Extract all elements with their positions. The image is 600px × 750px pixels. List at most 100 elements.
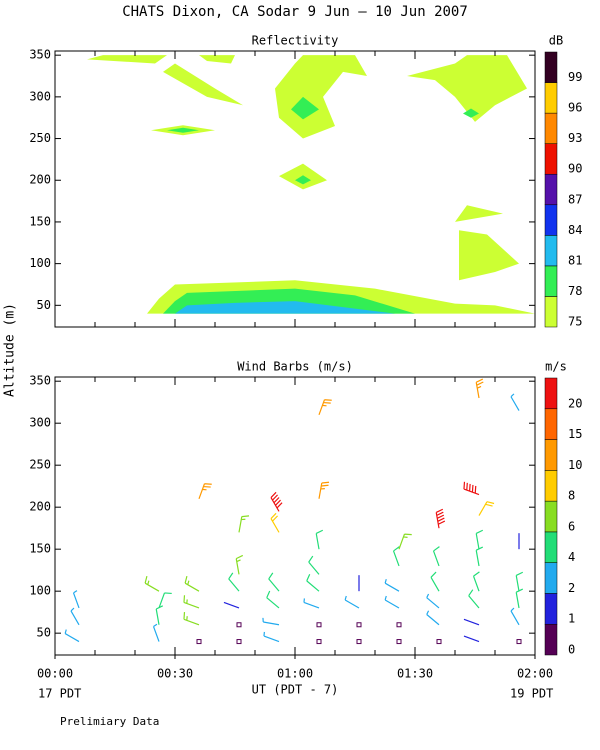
calm-marker [396,622,402,628]
colorbar-box [544,562,558,594]
colorbar-box [544,51,558,83]
wind-barb [158,592,172,609]
plot-area [87,55,535,314]
y-tick-label: 100 [29,584,51,598]
colorbar-label: 6 [568,519,575,533]
wind-barb [426,610,440,626]
colorbar-label: 4 [568,550,575,564]
contour-region [459,230,519,281]
wind-barb [144,575,160,592]
page-title: CHATS Dixon, CA Sodar 9 Jun – 10 Jun 200… [122,4,468,20]
wind-barb [308,555,320,575]
wind-barb [344,595,360,609]
colorbar-box [544,470,558,502]
wind-barb [475,529,484,550]
wind-barb [263,631,280,643]
x-left-note: 17 PDT [38,687,81,701]
plot-area [64,378,524,645]
wind-barb [463,481,480,496]
wind-barb [270,491,283,512]
wind-barb [228,572,240,592]
contour-region [167,127,199,133]
colorbar-label: 15 [568,427,582,441]
contour-region [463,108,479,118]
wind-barb [155,605,164,625]
colorbar-unit: m/s [545,360,567,374]
colorbar-box [544,82,558,114]
wind-barb [384,595,400,609]
colorbar-label: 75 [568,315,582,329]
wind-barb [468,589,480,609]
y-tick-label: 250 [29,131,51,145]
chart-title: Reflectivity [252,34,339,48]
wind-barb [515,588,524,609]
contour-region [407,55,527,122]
colorbar-box [544,593,558,625]
calm-marker [196,639,202,645]
colorbar-label: 1 [568,612,575,626]
wind-barb [435,508,446,529]
colorbar-label: 20 [568,396,582,410]
colorbar-box [544,439,558,471]
wind-barb [426,593,440,609]
colorbar-label: 81 [568,253,582,267]
wind-barb [472,571,480,592]
colorbar-label: 84 [568,223,582,237]
contour-region [87,55,167,64]
wind-barb [430,571,440,592]
y-axis-label: Altitude (m) [3,303,18,397]
y-tick-label: 50 [37,626,51,640]
y-tick-label: 300 [29,89,51,103]
wind-barb [70,607,80,626]
x-tick-label: 01:00 [277,667,313,681]
colorbar-label: 78 [568,284,582,298]
contour-region [199,55,235,64]
wind-barb [463,618,480,626]
calm-marker [356,639,362,645]
wind-barb [510,607,520,626]
calm-marker [316,622,322,628]
calm-marker [236,622,242,628]
x-tick-label: 01:30 [397,667,433,681]
colorbar-label: 87 [568,192,582,206]
calm-marker [356,622,362,628]
contour-region [291,96,319,120]
wind-barb [184,575,200,592]
x-tick-label: 02:00 [517,667,553,681]
colorbar-label: 2 [568,581,575,595]
colorbar-box [544,623,558,656]
wind-barb [198,483,212,499]
y-tick-label: 300 [29,416,51,430]
plot-frame [54,376,536,656]
footnote: Prelimiary Data [60,715,159,728]
colorbar-box [544,204,558,236]
wind-barb [318,399,332,416]
y-tick-label: 150 [29,214,51,228]
wind-barb [152,623,160,642]
wind-barb [432,546,440,567]
y-tick-label: 200 [29,173,51,187]
colorbar-label: 93 [568,131,582,145]
colorbar-unit: dB [549,34,563,48]
y-tick-label: 350 [29,48,51,62]
wind-barb [72,590,80,609]
calm-marker [396,639,402,645]
colorbar-box [544,296,558,328]
wind-barb [262,617,280,626]
wind-barb [183,595,200,609]
wind-barb [475,378,484,399]
wind-barb [384,579,400,592]
colorbar-label: 90 [568,162,582,176]
wind-barb [398,533,412,550]
calm-marker [316,639,322,645]
wind-barb [183,611,200,626]
wind-barb [223,601,240,609]
contour-region [175,301,395,314]
colorbar-label: 96 [568,101,582,115]
colorbar-box [544,500,558,533]
calm-marker [516,639,522,645]
contour-region [295,175,311,185]
wind-barb [478,501,495,516]
wind-barb [515,571,524,592]
